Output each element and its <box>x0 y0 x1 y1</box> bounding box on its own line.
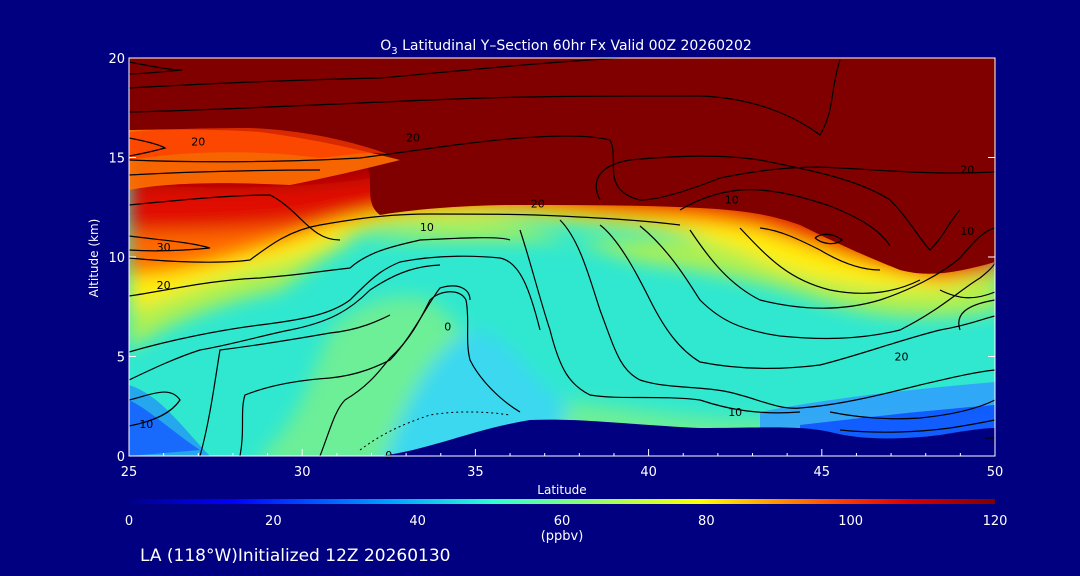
colorbar-unit: (ppbv) <box>541 529 584 544</box>
x-tick-label: 50 <box>987 465 1004 480</box>
contour-label: 20 <box>406 132 420 145</box>
colorbar-tick-label: 100 <box>838 514 863 529</box>
y-tick-label: 5 <box>117 351 125 366</box>
contour-label: 10 <box>728 406 742 419</box>
colorbar-tick-label: 60 <box>554 514 571 529</box>
colorbar-tick-label: 0 <box>125 514 133 529</box>
axis-layer: 25 30 35 40 45 50 0 5 10 15 20 <box>108 52 1003 480</box>
x-axis-label: Latitude <box>537 483 586 497</box>
colorbar-tick-label: 40 <box>409 514 426 529</box>
colorbar-tick-label: 20 <box>265 514 282 529</box>
colorbar <box>129 499 995 504</box>
contour-label: 10 <box>960 225 974 238</box>
y-tick-label: 0 <box>117 450 125 465</box>
chart-title: O3 Latitudinal Y–Section 60hr Fx Valid 0… <box>380 38 752 57</box>
x-tick-label: 40 <box>640 465 657 480</box>
y-tick-label: 10 <box>108 251 125 266</box>
contour-label: 10 <box>420 221 434 234</box>
contour-label: 10 <box>725 193 739 206</box>
contour-label: 0 <box>444 321 451 334</box>
contour-label: 20 <box>157 279 171 292</box>
colorbar-tick-label: 80 <box>698 514 715 529</box>
y-axis-label: Altitude (km) <box>87 219 101 298</box>
ozone-field <box>129 58 995 456</box>
x-tick-label: 30 <box>294 465 311 480</box>
colorbar-tick-label: 120 <box>983 514 1008 529</box>
contour-label: 30 <box>157 241 171 254</box>
contour-label: 20 <box>960 163 974 176</box>
x-tick-label: 45 <box>814 465 831 480</box>
contour-lines <box>129 58 995 456</box>
colorbar-tick-layer: 0 20 40 60 80 100 120 <box>125 514 1008 529</box>
contour-label: 20 <box>894 351 908 364</box>
y-tick-label: 15 <box>108 152 125 167</box>
x-tick-label: 25 <box>121 465 138 480</box>
contour-label: 20 <box>191 136 205 149</box>
contour-label: 20 <box>531 197 545 210</box>
footer-initialized-text: LA (118°W)Initialized 12Z 20260130 <box>140 546 450 566</box>
contour-label: 10 <box>139 418 153 431</box>
y-tick-label: 20 <box>108 52 125 67</box>
x-tick-label: 35 <box>467 465 484 480</box>
